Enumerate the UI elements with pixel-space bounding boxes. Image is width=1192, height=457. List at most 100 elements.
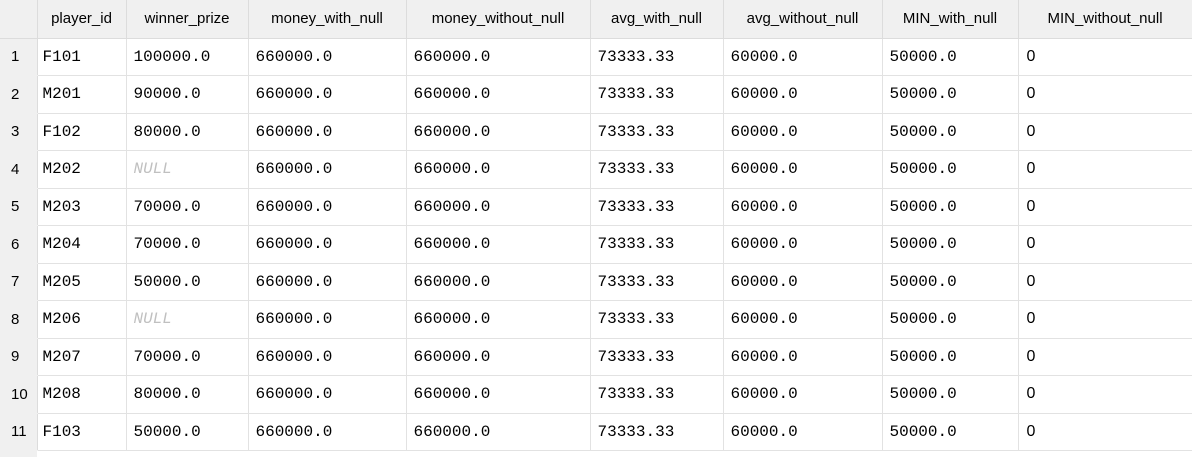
cell-money-without-null[interactable]: 660000.0: [406, 150, 591, 189]
cell-avg-without-null[interactable]: 60000.0: [723, 150, 883, 189]
cell-winner-prize[interactable]: 50000.0: [126, 263, 249, 301]
row-number[interactable]: 2: [0, 75, 38, 114]
cell-min-with-null[interactable]: 50000.0: [882, 38, 1019, 76]
column-header-money-without-null[interactable]: money_without_null: [406, 0, 591, 39]
cell-money-without-null[interactable]: 660000.0: [406, 38, 591, 76]
table-row[interactable]: 4 M202 NULL 660000.0 660000.0 73333.33 60000.0…: [0, 150, 1192, 189]
cell-winner-prize[interactable]: 70000.0: [126, 225, 249, 264]
row-number[interactable]: 6: [0, 225, 38, 264]
cell-avg-without-null[interactable]: 60000.0: [723, 263, 883, 301]
cell-avg-with-null[interactable]: 73333.33: [590, 338, 724, 376]
cell-min-with-null[interactable]: 50000.0: [882, 75, 1019, 114]
cell-avg-with-null[interactable]: 73333.33: [590, 300, 724, 339]
cell-avg-without-null[interactable]: 60000.0: [723, 375, 883, 414]
cell-avg-without-null[interactable]: 60000.0: [723, 413, 883, 451]
table-row[interactable]: 5 M203 70000.0 660000.0 660000.0 73333.33 6000…: [0, 188, 1192, 226]
cell-money-without-null[interactable]: 660000.0: [406, 300, 591, 339]
row-number[interactable]: 8: [0, 300, 38, 339]
cell-avg-with-null[interactable]: 73333.33: [590, 225, 724, 264]
cell-money-with-null[interactable]: 660000.0: [248, 188, 407, 226]
cell-money-with-null[interactable]: 660000.0: [248, 113, 407, 151]
cell-money-without-null[interactable]: 660000.0: [406, 338, 591, 376]
cell-min-without-null[interactable]: 0: [1018, 263, 1192, 301]
cell-money-without-null[interactable]: 660000.0: [406, 113, 591, 151]
cell-money-with-null[interactable]: 660000.0: [248, 263, 407, 301]
cell-player-id[interactable]: M207: [37, 338, 127, 376]
cell-player-id[interactable]: F102: [37, 113, 127, 151]
table-row[interactable]: 8 M206 NULL 660000.0 660000.0 73333.33 60000.0…: [0, 300, 1192, 339]
cell-min-without-null[interactable]: 0: [1018, 413, 1192, 451]
cell-avg-without-null[interactable]: 60000.0: [723, 225, 883, 264]
cell-winner-prize[interactable]: 100000.0: [126, 38, 249, 76]
table-row[interactable]: 1 F101 100000.0 660000.0 660000.0 73333.33 600…: [0, 38, 1192, 76]
column-header-winner-prize[interactable]: winner_prize: [126, 0, 249, 39]
cell-avg-without-null[interactable]: 60000.0: [723, 113, 883, 151]
cell-min-without-null[interactable]: 0: [1018, 113, 1192, 151]
cell-money-with-null[interactable]: 660000.0: [248, 225, 407, 264]
cell-money-without-null[interactable]: 660000.0: [406, 413, 591, 451]
column-header-avg-with-null[interactable]: avg_with_null: [590, 0, 724, 39]
table-row[interactable]: 2 M201 90000.0 660000.0 660000.0 73333.33 6000…: [0, 75, 1192, 114]
row-number[interactable]: 11: [0, 413, 38, 451]
cell-avg-with-null[interactable]: 73333.33: [590, 75, 724, 114]
cell-money-with-null[interactable]: 660000.0: [248, 38, 407, 76]
cell-player-id[interactable]: M201: [37, 75, 127, 114]
cell-money-without-null[interactable]: 660000.0: [406, 188, 591, 226]
cell-money-without-null[interactable]: 660000.0: [406, 263, 591, 301]
cell-min-without-null[interactable]: 0: [1018, 225, 1192, 264]
cell-money-without-null[interactable]: 660000.0: [406, 225, 591, 264]
cell-winner-prize[interactable]: 90000.0: [126, 75, 249, 114]
cell-money-with-null[interactable]: 660000.0: [248, 375, 407, 414]
row-number[interactable]: 10: [0, 375, 38, 414]
cell-player-id[interactable]: M206: [37, 300, 127, 339]
table-row[interactable]: 6 M204 70000.0 660000.0 660000.0 73333.33 6000…: [0, 225, 1192, 264]
cell-winner-prize[interactable]: NULL: [126, 300, 249, 339]
cell-avg-with-null[interactable]: 73333.33: [590, 413, 724, 451]
column-header-money-with-null[interactable]: money_with_null: [248, 0, 407, 39]
cell-avg-with-null[interactable]: 73333.33: [590, 113, 724, 151]
cell-avg-without-null[interactable]: 60000.0: [723, 338, 883, 376]
row-number[interactable]: 3: [0, 113, 38, 151]
cell-min-with-null[interactable]: 50000.0: [882, 188, 1019, 226]
cell-min-without-null[interactable]: 0: [1018, 38, 1192, 76]
table-row[interactable]: 11 F103 50000.0 660000.0 660000.0 73333.33 600…: [0, 413, 1192, 451]
cell-avg-with-null[interactable]: 73333.33: [590, 375, 724, 414]
cell-min-without-null[interactable]: 0: [1018, 375, 1192, 414]
cell-avg-without-null[interactable]: 60000.0: [723, 75, 883, 114]
cell-avg-with-null[interactable]: 73333.33: [590, 38, 724, 76]
cell-min-without-null[interactable]: 0: [1018, 150, 1192, 189]
cell-player-id[interactable]: M202: [37, 150, 127, 189]
cell-player-id[interactable]: M205: [37, 263, 127, 301]
cell-min-with-null[interactable]: 50000.0: [882, 338, 1019, 376]
column-header-min-without-null[interactable]: MIN_without_null: [1018, 0, 1192, 39]
cell-winner-prize[interactable]: 80000.0: [126, 375, 249, 414]
cell-avg-with-null[interactable]: 73333.33: [590, 150, 724, 189]
cell-min-with-null[interactable]: 50000.0: [882, 113, 1019, 151]
cell-min-without-null[interactable]: 0: [1018, 75, 1192, 114]
cell-player-id[interactable]: M208: [37, 375, 127, 414]
cell-money-with-null[interactable]: 660000.0: [248, 338, 407, 376]
cell-avg-without-null[interactable]: 60000.0: [723, 300, 883, 339]
cell-min-with-null[interactable]: 50000.0: [882, 263, 1019, 301]
table-row[interactable]: 7 M205 50000.0 660000.0 660000.0 73333.33 6000…: [0, 263, 1192, 301]
cell-player-id[interactable]: M204: [37, 225, 127, 264]
table-row[interactable]: 9 M207 70000.0 660000.0 660000.0 73333.33 6000…: [0, 338, 1192, 376]
cell-player-id[interactable]: F101: [37, 38, 127, 76]
cell-money-without-null[interactable]: 660000.0: [406, 375, 591, 414]
row-number[interactable]: 5: [0, 188, 38, 226]
cell-min-with-null[interactable]: 50000.0: [882, 413, 1019, 451]
cell-avg-with-null[interactable]: 73333.33: [590, 263, 724, 301]
cell-min-with-null[interactable]: 50000.0: [882, 300, 1019, 339]
cell-min-with-null[interactable]: 50000.0: [882, 375, 1019, 414]
cell-min-with-null[interactable]: 50000.0: [882, 150, 1019, 189]
row-number[interactable]: 4: [0, 150, 38, 189]
cell-money-with-null[interactable]: 660000.0: [248, 300, 407, 339]
cell-winner-prize[interactable]: 50000.0: [126, 413, 249, 451]
cell-money-with-null[interactable]: 660000.0: [248, 413, 407, 451]
table-row[interactable]: 3 F102 80000.0 660000.0 660000.0 73333.33 6000…: [0, 113, 1192, 151]
cell-min-without-null[interactable]: 0: [1018, 338, 1192, 376]
column-header-min-with-null[interactable]: MIN_with_null: [882, 0, 1019, 39]
cell-winner-prize[interactable]: NULL: [126, 150, 249, 189]
cell-winner-prize[interactable]: 80000.0: [126, 113, 249, 151]
